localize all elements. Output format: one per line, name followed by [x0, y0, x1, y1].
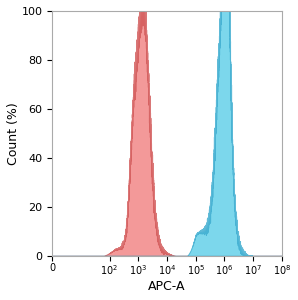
Y-axis label: Count (%): Count (%) [7, 102, 20, 165]
X-axis label: APC-A: APC-A [148, 280, 186, 293]
